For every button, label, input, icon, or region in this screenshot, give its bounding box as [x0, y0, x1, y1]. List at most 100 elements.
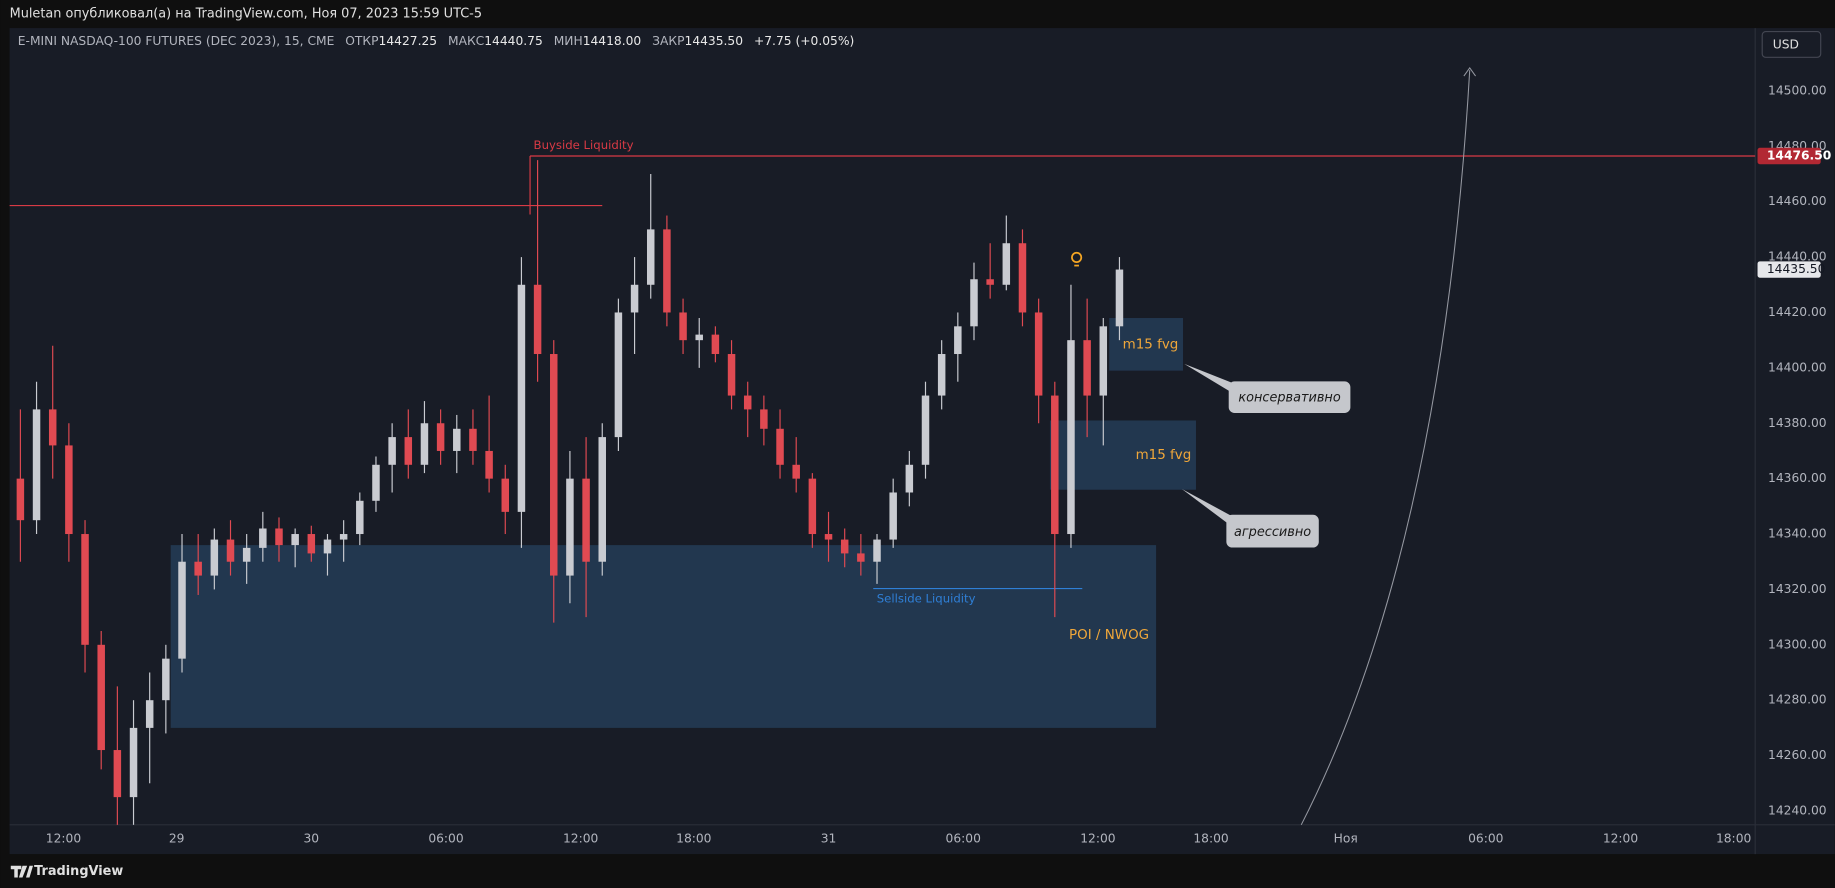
ohlc-label: ЗАКР — [652, 33, 684, 47]
candle-body — [533, 284, 542, 355]
ohlc-value: 14418.00 — [583, 33, 642, 47]
candle-body — [1083, 340, 1091, 396]
candle-body — [840, 539, 849, 554]
candle-body — [743, 395, 752, 410]
candle-body — [646, 229, 655, 285]
candles — [16, 160, 1124, 825]
idea-bulb — [1071, 251, 1083, 263]
candle-body — [1099, 326, 1108, 396]
x-tick-label: 12:00 — [1603, 831, 1638, 845]
candle-body — [210, 539, 219, 576]
y-tick-label: 14380.00 — [1768, 416, 1827, 430]
candle-body — [307, 534, 316, 554]
candle-body — [937, 354, 946, 396]
zone — [1109, 318, 1184, 371]
candle-body — [776, 428, 784, 465]
candle-body — [404, 437, 413, 465]
candle-body — [420, 423, 429, 465]
brand: TradingView — [34, 864, 123, 879]
callout — [1228, 381, 1351, 413]
candle-body — [48, 409, 57, 446]
callout-pointer — [1181, 489, 1239, 532]
callout-pointer — [1184, 363, 1241, 398]
candle-body — [760, 409, 768, 429]
y-tick-label: 14360.00 — [1768, 471, 1827, 485]
candle-body — [986, 279, 994, 285]
candle-body — [436, 423, 445, 451]
candle-body — [1002, 243, 1011, 285]
candle-body — [501, 478, 510, 512]
candle-body — [145, 700, 154, 728]
candle-body — [113, 750, 122, 798]
candle-body — [469, 428, 477, 451]
levels — [9, 155, 1756, 590]
candle-body — [954, 326, 962, 355]
zone — [170, 545, 1157, 728]
candle-body — [1067, 340, 1075, 535]
ohlc-value: 14427.25 — [379, 33, 438, 47]
currency-button[interactable] — [1761, 31, 1822, 58]
candle-body — [598, 437, 606, 562]
zone-label: m15 fvg — [1123, 337, 1179, 352]
x-tick-label: 18:00 — [1193, 831, 1228, 845]
candle-body — [857, 553, 865, 562]
candle-body — [792, 464, 800, 479]
candle-body — [242, 547, 251, 562]
candle-body — [630, 284, 639, 313]
change: +7.75 (+0.05%) — [754, 33, 854, 47]
arrow-head — [1463, 66, 1476, 77]
symbol-line: E-MINI NASDAQ-100 FUTURES (DEC 2023), 15… — [18, 33, 854, 47]
candle-body — [970, 279, 978, 327]
candle-body — [824, 534, 833, 540]
candle-body — [1115, 269, 1124, 327]
ohlc-label: ОТКР — [345, 33, 378, 47]
y-tick-label: 14280.00 — [1768, 693, 1827, 707]
candle-body — [129, 727, 138, 798]
callout — [1226, 514, 1319, 548]
candle-body — [711, 334, 720, 355]
x-tick-label: 06:00 — [1468, 831, 1503, 845]
candle-body — [727, 354, 736, 396]
candle-body — [275, 528, 283, 546]
ohlc-value: 14440.75 — [484, 33, 543, 47]
candle-body — [566, 478, 574, 576]
candle-body — [1034, 312, 1043, 396]
candle-body — [81, 534, 89, 645]
ohlc-label: МАКС — [448, 33, 484, 47]
level-label: Buyside Liquidity — [534, 138, 634, 152]
y-tick-label: 14260.00 — [1768, 748, 1827, 762]
candle-body — [291, 534, 299, 546]
y-tick-label: 14320.00 — [1768, 582, 1827, 596]
ohlc-label: МИН — [554, 33, 583, 47]
candle-body — [614, 312, 623, 438]
x-tick-label: 18:00 — [676, 831, 711, 845]
candle-body — [485, 450, 493, 479]
x-tick-label: 12:00 — [563, 831, 598, 845]
candle-body — [550, 354, 558, 576]
candle-body — [259, 528, 267, 548]
callout-text: агрессивно — [1234, 525, 1311, 540]
candle-body — [97, 644, 105, 751]
level-label: Sellside Liquidity — [877, 592, 976, 606]
candle-body — [194, 561, 202, 576]
callout-text: консервативно — [1238, 390, 1340, 405]
y-tick-label: 14500.00 — [1768, 83, 1827, 97]
candle-body — [517, 284, 526, 512]
candle-body — [1051, 395, 1059, 535]
y-tick-label: 14440.00 — [1768, 250, 1827, 264]
y-tick-label: 14460.00 — [1768, 194, 1827, 208]
x-tick-label: 06:00 — [946, 831, 981, 845]
x-tick-label: 29 — [169, 831, 185, 845]
candle-body — [889, 492, 897, 540]
time-axis — [9, 824, 1835, 855]
candle-body — [356, 500, 364, 535]
candle-body — [65, 445, 73, 535]
y-tick-label: 14240.00 — [1768, 803, 1827, 817]
candle-body — [372, 464, 380, 501]
currency[interactable]: USD — [1773, 38, 1799, 52]
zone-label: m15 fvg — [1136, 448, 1192, 463]
candle-body — [582, 478, 590, 562]
candle-body — [663, 229, 671, 313]
projection-arrow — [1300, 70, 1471, 826]
